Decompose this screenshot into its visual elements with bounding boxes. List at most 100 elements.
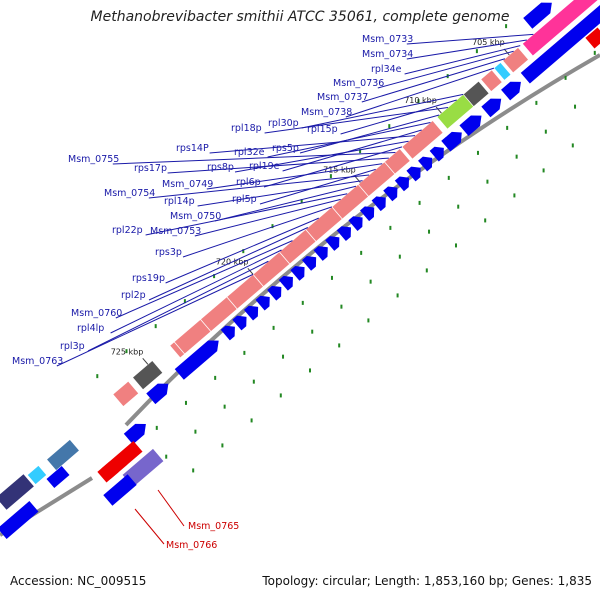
kbp-tick [435, 106, 442, 114]
gc-dot [192, 468, 195, 473]
gene-leader-line [404, 45, 521, 75]
feature-segment [462, 80, 490, 107]
kbp-label: 725 kbp [111, 347, 144, 356]
gene-label: rpl22p [112, 225, 143, 236]
gene-label-lines [56, 33, 534, 545]
cds-arrow [123, 423, 146, 445]
kbp-tick [142, 357, 149, 365]
gc-dot [125, 349, 128, 354]
red-gene-edge [585, 27, 600, 49]
gc-dot [564, 75, 567, 80]
gene-label: rps19p [132, 273, 165, 284]
cds-arrow [418, 156, 433, 172]
cds-arrow [523, 2, 552, 29]
feature-segment [401, 120, 444, 160]
gene-leader-line [87, 260, 269, 352]
gene-leader-line [197, 180, 363, 207]
slate-gene [47, 439, 79, 471]
gc-dot [505, 24, 508, 29]
cds-box [103, 474, 137, 506]
gc-dot [272, 325, 275, 330]
kbp-tick [503, 48, 510, 56]
gene-label: rpl14p [164, 196, 195, 207]
gene-label: Msm_0750 [170, 211, 221, 222]
gene-leader-line [377, 50, 514, 89]
gene-leader-line [148, 227, 309, 301]
gc-dot [484, 218, 487, 223]
gene-leader-line [112, 151, 396, 165]
gene-label: Msm_0755 [68, 154, 119, 165]
gc-dot [242, 249, 245, 254]
gene-leader-line [56, 273, 254, 367]
gene-leader-line [206, 163, 383, 190]
cds-arrow [501, 81, 521, 101]
gc-dot [486, 179, 489, 184]
gc-dot [301, 300, 304, 305]
cyan-gene [27, 465, 47, 485]
gene-label: Msm_0749 [162, 179, 213, 190]
gc-dot [417, 99, 420, 104]
gc-dot [454, 243, 457, 248]
cds-arrow [336, 226, 351, 241]
map-title: Methanobrevibacter smithii ATCC 35061, c… [90, 9, 510, 25]
gc-dot [574, 104, 577, 109]
feature-segment [522, 0, 600, 57]
gc-dot [475, 49, 478, 54]
gc-dot [329, 174, 332, 179]
gc-dot [457, 204, 460, 209]
cds-arrow [325, 236, 340, 251]
cds-box [0, 501, 39, 539]
gene-label: rps5p [272, 143, 299, 154]
gc-dot [425, 268, 428, 273]
cds-arrow [146, 383, 169, 405]
feature-segment [132, 360, 164, 391]
gc-dot [155, 425, 158, 430]
gene-leader-line [361, 58, 506, 103]
segment-divider [331, 206, 343, 220]
gc-dot [96, 374, 99, 379]
cds-arrow [446, 131, 462, 148]
gc-dot [213, 274, 216, 279]
gene-leader-line [110, 249, 282, 334]
navy-gene [0, 474, 34, 510]
gene-leader-line [167, 157, 389, 174]
gene-label: rpl32e [234, 147, 265, 158]
gc-dot [369, 279, 372, 284]
gene-leader-line [148, 174, 370, 199]
gene-leader-line [406, 39, 527, 60]
gene-label: Msm_0733 [362, 34, 413, 45]
cds-arrow [429, 146, 444, 162]
feature-segment [502, 47, 529, 74]
gene-label: Msm_0737 [317, 92, 368, 103]
purple-gene [122, 448, 164, 488]
gc-dot [515, 154, 518, 159]
gc-dot [271, 224, 274, 229]
gc-dot [513, 193, 516, 198]
gene-leader-line [345, 67, 495, 118]
gc-dot [330, 275, 333, 280]
cds-arrow [520, 3, 600, 84]
gene-leader-line [115, 240, 293, 319]
gene-label: rpl5p [232, 194, 257, 205]
gene-leader-line [406, 33, 534, 45]
gc-dot [593, 50, 596, 55]
gene-label: rps8p [207, 162, 234, 173]
gc-dot [367, 318, 370, 323]
kbp-label: 710 kbp [404, 96, 437, 105]
feature-segment [480, 69, 503, 92]
gene-label: rps17p [134, 163, 167, 174]
cds-arrow [290, 265, 305, 281]
gene-label-red: Msm_0766 [166, 540, 217, 551]
segment-divider [279, 251, 291, 265]
gene-label: rps3p [155, 247, 182, 258]
cds-arrow [394, 176, 410, 192]
gene-leader-line [340, 99, 457, 135]
gc-dot [250, 418, 253, 423]
gene-leader-line [209, 135, 416, 154]
gene-label: rpl6p [236, 177, 261, 188]
cds-arrow [313, 246, 328, 261]
gc-dot [544, 129, 547, 134]
segment-divider [252, 274, 264, 287]
cds-arrow [278, 275, 293, 291]
cds-box [46, 465, 70, 489]
